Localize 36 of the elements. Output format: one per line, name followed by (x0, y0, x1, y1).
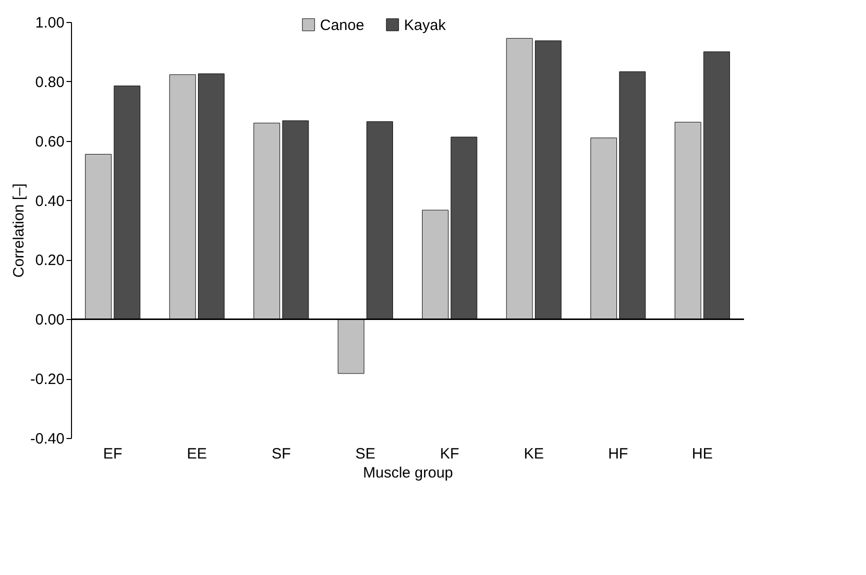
y-tick-label: 0.20 (35, 252, 64, 270)
x-tick-label: KF (440, 446, 460, 462)
bar (534, 40, 562, 320)
x-tick-label: SF (272, 446, 291, 462)
bar (85, 154, 112, 320)
x-tick-label: HE (692, 446, 713, 462)
bar (282, 120, 309, 320)
x-axis-title: Muscle group (362, 464, 454, 482)
y-tick-label: 1.00 (35, 14, 64, 32)
bar (338, 318, 364, 374)
y-tick-label: 0.00 (35, 312, 64, 329)
bar (703, 51, 730, 320)
bar (198, 73, 225, 320)
y-tick-label: 0.40 (35, 192, 64, 210)
bar (366, 121, 393, 320)
bar (450, 136, 478, 320)
legend-label: Canoe (320, 16, 364, 34)
x-tick-label: EF (103, 446, 122, 462)
bar (254, 122, 280, 320)
bar (506, 38, 533, 320)
bar (590, 138, 617, 320)
bar (169, 74, 196, 320)
y-tick-label: -0.20 (30, 371, 64, 388)
bar (422, 210, 449, 320)
y-axis-title: Correlation [–] (10, 183, 28, 278)
x-tick-label: HF (608, 446, 628, 462)
x-tick-label: KE (524, 446, 544, 462)
bar (619, 71, 646, 320)
x-tick-label: SE (355, 446, 376, 462)
bar (114, 86, 140, 320)
legend-label: Kayak (404, 16, 446, 34)
y-tick-label: 0.60 (35, 133, 64, 150)
x-tick-label: EE (186, 446, 207, 462)
y-tick-label: -0.40 (30, 430, 64, 448)
y-tick-label: 0.80 (35, 74, 64, 91)
bar (674, 122, 702, 320)
